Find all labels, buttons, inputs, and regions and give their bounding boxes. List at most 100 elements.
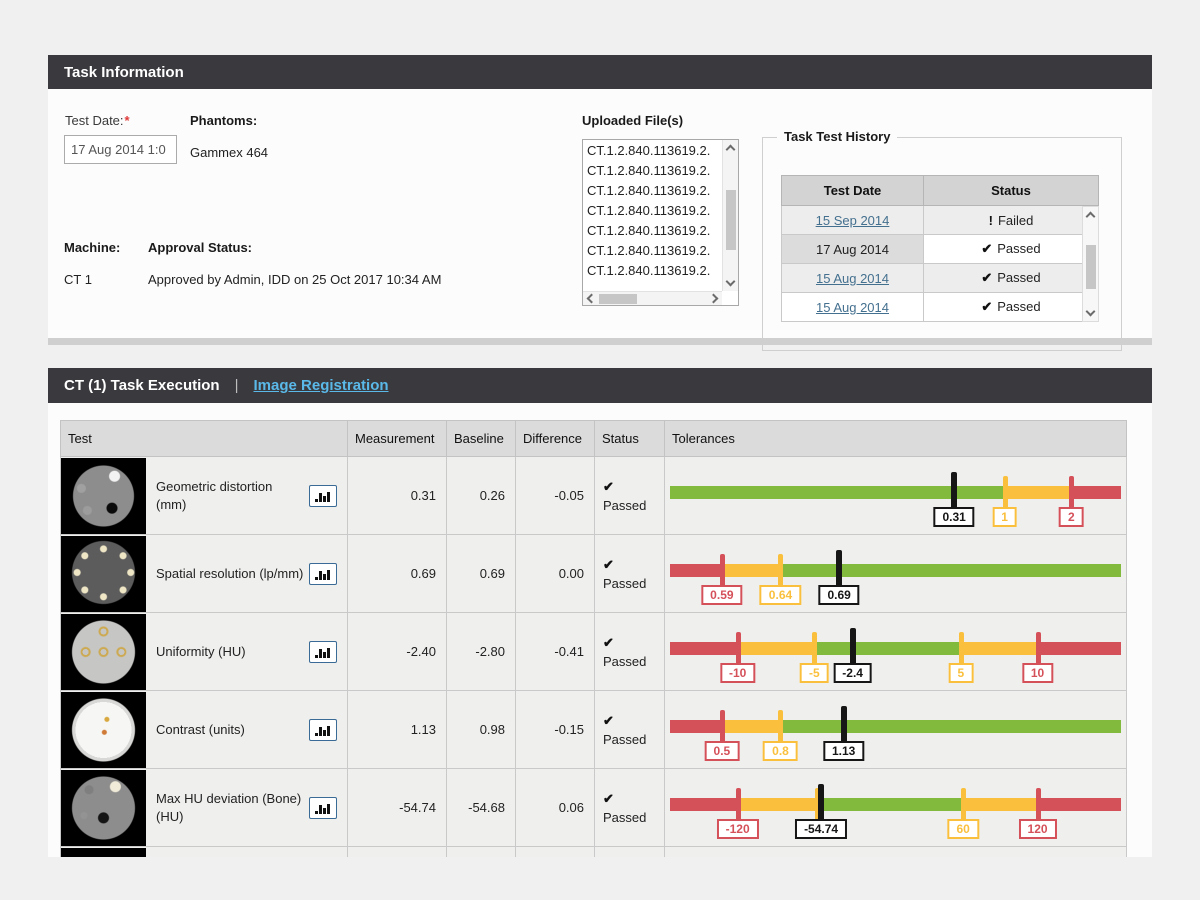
tolerance-marker-tick xyxy=(840,706,847,741)
phantom-geometric-thumbnail xyxy=(61,457,146,534)
history-date-cell: 17 Aug 2014 xyxy=(781,234,924,264)
passed-check-icon: ✔ xyxy=(603,790,614,806)
tolerance-bar-segment xyxy=(737,642,815,655)
tolerance-bar-segment xyxy=(737,798,819,811)
phantom-uniformity-thumbnail xyxy=(61,613,146,690)
tolerance-marker-label: -5 xyxy=(799,663,829,683)
history-status-text: Passed xyxy=(997,270,1041,285)
machine-value: CT 1 xyxy=(64,272,92,287)
tolerance-bar-segment xyxy=(1004,486,1072,499)
tolerance-marker-label: -10 xyxy=(719,663,756,683)
approval-status-label: Approval Status: xyxy=(148,240,253,255)
history-status-cell: ✔ Passed xyxy=(923,292,1099,322)
uploaded-file-item[interactable]: CT.1.2.840.113619.2. xyxy=(587,243,711,258)
uploaded-file-item[interactable]: CT.1.2.840.113619.2. xyxy=(587,263,711,278)
scroll-up-icon[interactable] xyxy=(725,144,736,155)
history-date-link[interactable]: 15 Sep 2014 xyxy=(815,212,890,228)
tolerance-marker-tick xyxy=(719,710,725,741)
files-horizontal-scrollbar[interactable] xyxy=(583,291,722,305)
test-row: Uniformity (HU) -2.40 -2.80 -0.41 ✔ Passed -10… xyxy=(60,612,1127,691)
tolerance-marker-tick xyxy=(849,628,856,663)
tolerance-bar xyxy=(670,847,1121,857)
passed-check-icon: ✔ xyxy=(603,634,614,650)
tolerance-marker-label: 60 xyxy=(947,819,979,839)
history-date-text: 17 Aug 2014 xyxy=(815,241,890,257)
image-registration-link[interactable]: Image Registration xyxy=(253,377,389,394)
task-test-history-table: Test Date Status 15 Sep 2014! Failed 17 Au… xyxy=(781,175,1099,322)
tolerance-marker-tick xyxy=(735,632,741,663)
difference-value: 0.06 xyxy=(515,768,595,847)
uploaded-file-item[interactable]: CT.1.2.840.113619.2. xyxy=(587,203,711,218)
tolerance-cell: 0.5 0.8 1.13 xyxy=(664,690,1127,769)
history-status-text: Passed xyxy=(997,241,1041,256)
history-date-link[interactable]: 15 Aug 2014 xyxy=(815,299,890,315)
tolerance-marker-tick xyxy=(812,632,818,663)
tolerance-marker-label: -2.4 xyxy=(833,663,872,683)
passed-check-icon: ✔ xyxy=(603,712,614,728)
tolerance-bar-segment xyxy=(780,564,1121,577)
tolerance-marker-label: 1.13 xyxy=(822,741,865,761)
tolerance-marker-tick xyxy=(1069,476,1075,507)
test-cell-inner: Uniformity (HU) xyxy=(61,613,347,690)
tolerance-bar: -10 -5 -2.4 5 10 xyxy=(670,613,1121,690)
status-text: Passed xyxy=(603,653,647,669)
tolerance-bar-segment xyxy=(780,720,1121,733)
status-cell: ✔ Passed xyxy=(594,456,665,535)
status-cell xyxy=(594,846,665,857)
scroll-left-icon[interactable] xyxy=(586,293,597,304)
uploaded-file-item[interactable]: CT.1.2.840.113619.2. xyxy=(587,223,711,238)
uploaded-file-item[interactable]: CT.1.2.840.113619.2. xyxy=(587,183,711,198)
scroll-right-icon[interactable] xyxy=(708,293,719,304)
tolerance-marker-tick xyxy=(778,710,784,741)
test-row: Contrast (units) 1.13 0.98 -0.15 ✔ Passed 0.5 0… xyxy=(60,690,1127,769)
scroll-down-icon[interactable] xyxy=(725,276,736,287)
results-chart-icon[interactable] xyxy=(309,562,337,585)
uploaded-file-item[interactable]: CT.1.2.840.113619.2. xyxy=(587,143,711,158)
horizontal-scroll-thumb[interactable] xyxy=(599,294,637,304)
results-chart-icon[interactable] xyxy=(309,640,337,663)
measurement-value: 0.31 xyxy=(347,456,447,535)
uploaded-files-listbox[interactable]: CT.1.2.840.113619.2. CT.1.2.840.113619.2.… xyxy=(582,139,739,306)
col-tolerances: Tolerances xyxy=(664,420,1127,457)
status-text: Passed xyxy=(603,497,647,513)
difference-value: -0.41 xyxy=(515,612,595,691)
tolerance-bar-segment xyxy=(814,642,961,655)
col-difference: Difference xyxy=(515,420,595,457)
history-header-row: Test Date Status xyxy=(781,175,1099,206)
tolerance-bar-segment xyxy=(670,798,738,811)
history-vertical-scrollbar[interactable] xyxy=(1082,206,1099,322)
test-name: Geometric distortion (mm) xyxy=(156,478,273,512)
files-vertical-scrollbar[interactable] xyxy=(722,140,738,291)
results-chart-icon[interactable] xyxy=(309,484,337,507)
task-execution-header: CT (1) Task Execution | Image Registrati… xyxy=(48,368,1152,403)
tolerance-marker-label: 10 xyxy=(1021,663,1054,683)
tolerance-bar-segment xyxy=(1037,642,1121,655)
vertical-scroll-thumb[interactable] xyxy=(726,190,736,250)
passed-check-icon: ✔ xyxy=(981,241,993,256)
tolerance-bar: -120 -54.74 60 120 xyxy=(670,769,1121,846)
results-chart-icon[interactable] xyxy=(309,796,337,819)
tolerance-bar-segment xyxy=(1071,486,1121,499)
results-chart-icon[interactable] xyxy=(309,718,337,741)
uploaded-file-item[interactable]: CT.1.2.840.113619.2. xyxy=(587,163,711,178)
test-date-input[interactable] xyxy=(64,135,177,164)
phantom-partial-thumbnail xyxy=(61,847,146,857)
scroll-up-icon[interactable] xyxy=(1085,211,1096,222)
tolerance-marker-label: 0.5 xyxy=(704,741,740,761)
scroll-down-icon[interactable] xyxy=(1085,306,1096,317)
history-col-test-date: Test Date xyxy=(781,175,924,206)
baseline-value: -54.68 xyxy=(446,768,516,847)
history-date-link[interactable]: 15 Aug 2014 xyxy=(815,270,890,286)
test-results-table: Test Measurement Baseline Difference Sta… xyxy=(60,420,1127,857)
header-separator: | xyxy=(234,377,239,394)
baseline-value: -2.80 xyxy=(446,612,516,691)
vertical-scroll-thumb[interactable] xyxy=(1086,245,1096,289)
col-measurement: Measurement xyxy=(347,420,447,457)
tolerance-marker-tick xyxy=(1002,476,1008,507)
history-status-cell: ✔ Passed xyxy=(923,234,1099,264)
test-row xyxy=(60,846,1127,857)
passed-check-icon: ✔ xyxy=(981,299,993,314)
status-cell: ✔ Passed xyxy=(594,690,665,769)
test-row: Geometric distortion (mm) 0.31 0.26 -0.05 ✔ P… xyxy=(60,456,1127,535)
